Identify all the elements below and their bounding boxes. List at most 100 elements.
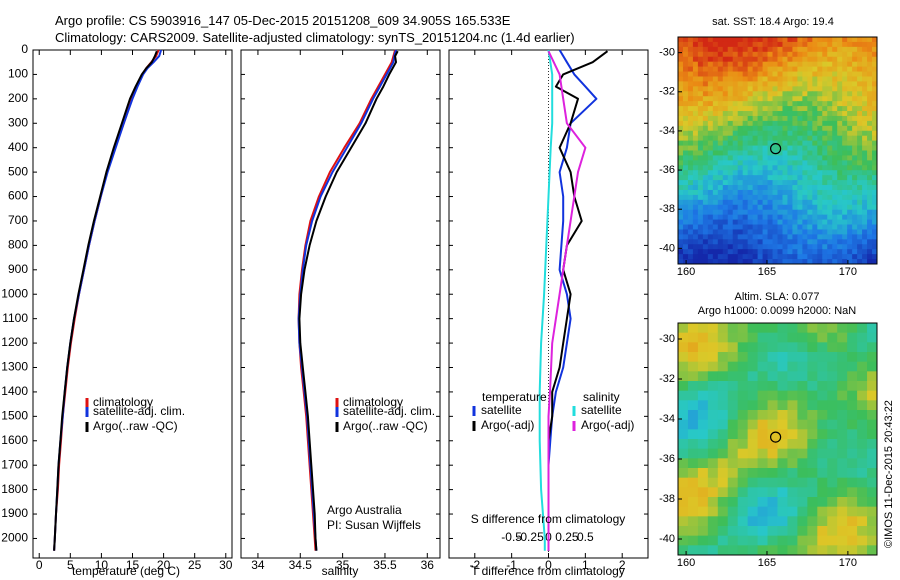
map-cell (678, 101, 684, 107)
map-cell (787, 381, 798, 392)
map-cell (757, 239, 764, 245)
map-cell (687, 61, 694, 68)
map-cell (702, 239, 709, 245)
map-cell (817, 439, 828, 450)
map-cell (782, 170, 789, 176)
map-cell (737, 239, 744, 245)
map-cell (867, 419, 877, 430)
map-cell (692, 145, 699, 152)
map-cell (752, 115, 759, 122)
map-cell (742, 219, 749, 226)
map-cell (762, 96, 769, 102)
map-cell (737, 135, 744, 142)
map-cell (782, 96, 789, 102)
map-cell (757, 130, 764, 137)
map-cell (822, 189, 828, 196)
map-cell (687, 115, 694, 122)
map-cell (857, 111, 863, 117)
map-cell (727, 199, 734, 206)
map-cell (727, 140, 734, 147)
map-cell (802, 46, 808, 53)
map-cell (797, 419, 808, 430)
map-cell (727, 477, 739, 488)
map-cell (867, 516, 877, 527)
map-cell (807, 390, 818, 401)
map-cell (687, 160, 694, 166)
map-cell (752, 46, 759, 53)
map-cell (807, 135, 813, 142)
map-cell (717, 71, 724, 78)
map-cell (767, 199, 774, 206)
map-cell (767, 254, 774, 260)
map-cell (737, 229, 744, 235)
map-cell (767, 332, 779, 343)
map-cell (742, 135, 749, 142)
map-cell (722, 71, 729, 78)
map-cell (727, 342, 739, 353)
map-cell (752, 86, 759, 92)
map-cell (787, 145, 794, 152)
map-cell (857, 219, 863, 226)
map-cell (792, 249, 798, 255)
map-cell (837, 76, 843, 83)
map-cell (717, 468, 729, 479)
map-cell (847, 477, 858, 488)
map-cell (712, 86, 719, 92)
map-cell (797, 96, 803, 102)
map-cell (862, 51, 868, 58)
map-cell (742, 189, 749, 196)
map-cell (678, 219, 684, 226)
map-cell (727, 185, 734, 191)
y-tick-label: 1900 (1, 506, 28, 520)
map-cell (872, 244, 877, 250)
map-cell (707, 145, 714, 152)
map-cell (732, 37, 739, 43)
map-cell (787, 342, 798, 353)
map-cell (872, 155, 877, 161)
map-cell (678, 516, 689, 527)
map-cell (787, 135, 794, 142)
map-cell (757, 545, 769, 555)
map-cell (712, 249, 719, 255)
map-cell (737, 160, 744, 166)
map-cell (767, 361, 779, 372)
map-cell (837, 390, 848, 401)
map-cell (837, 361, 848, 372)
map-cell (787, 410, 798, 421)
map-cell (678, 244, 684, 250)
map-cell (687, 199, 694, 206)
map-cell (707, 249, 714, 255)
map-cell (842, 209, 848, 216)
map-cell (697, 160, 704, 166)
map-cell (678, 429, 689, 440)
map-cell (867, 96, 873, 102)
map-cell (857, 381, 868, 392)
map-cell (852, 66, 858, 73)
map-cell (747, 439, 759, 450)
map-cell (742, 37, 749, 43)
map-cell (757, 516, 769, 527)
map-cell (792, 46, 798, 53)
map-cell (727, 419, 739, 430)
map-cell (867, 130, 873, 137)
map-cell (682, 81, 689, 87)
map-cell (777, 204, 784, 211)
map-cell (697, 71, 704, 78)
map-cell (712, 106, 719, 112)
map-cell (742, 155, 749, 161)
map-cell (867, 214, 873, 221)
map-cell (812, 244, 818, 250)
map-cell (707, 526, 719, 537)
map-cell (872, 130, 877, 137)
map-cell (802, 189, 808, 196)
map-cell (747, 410, 759, 421)
map-cell (847, 170, 853, 176)
top-tick-label: 0.5 (577, 530, 594, 544)
map-cell (807, 81, 813, 87)
map-cell (697, 323, 709, 334)
map-cell (737, 91, 744, 97)
map-cell (812, 214, 818, 221)
map-cell (867, 101, 873, 107)
map-cell (872, 115, 877, 122)
map-cell (707, 332, 719, 343)
